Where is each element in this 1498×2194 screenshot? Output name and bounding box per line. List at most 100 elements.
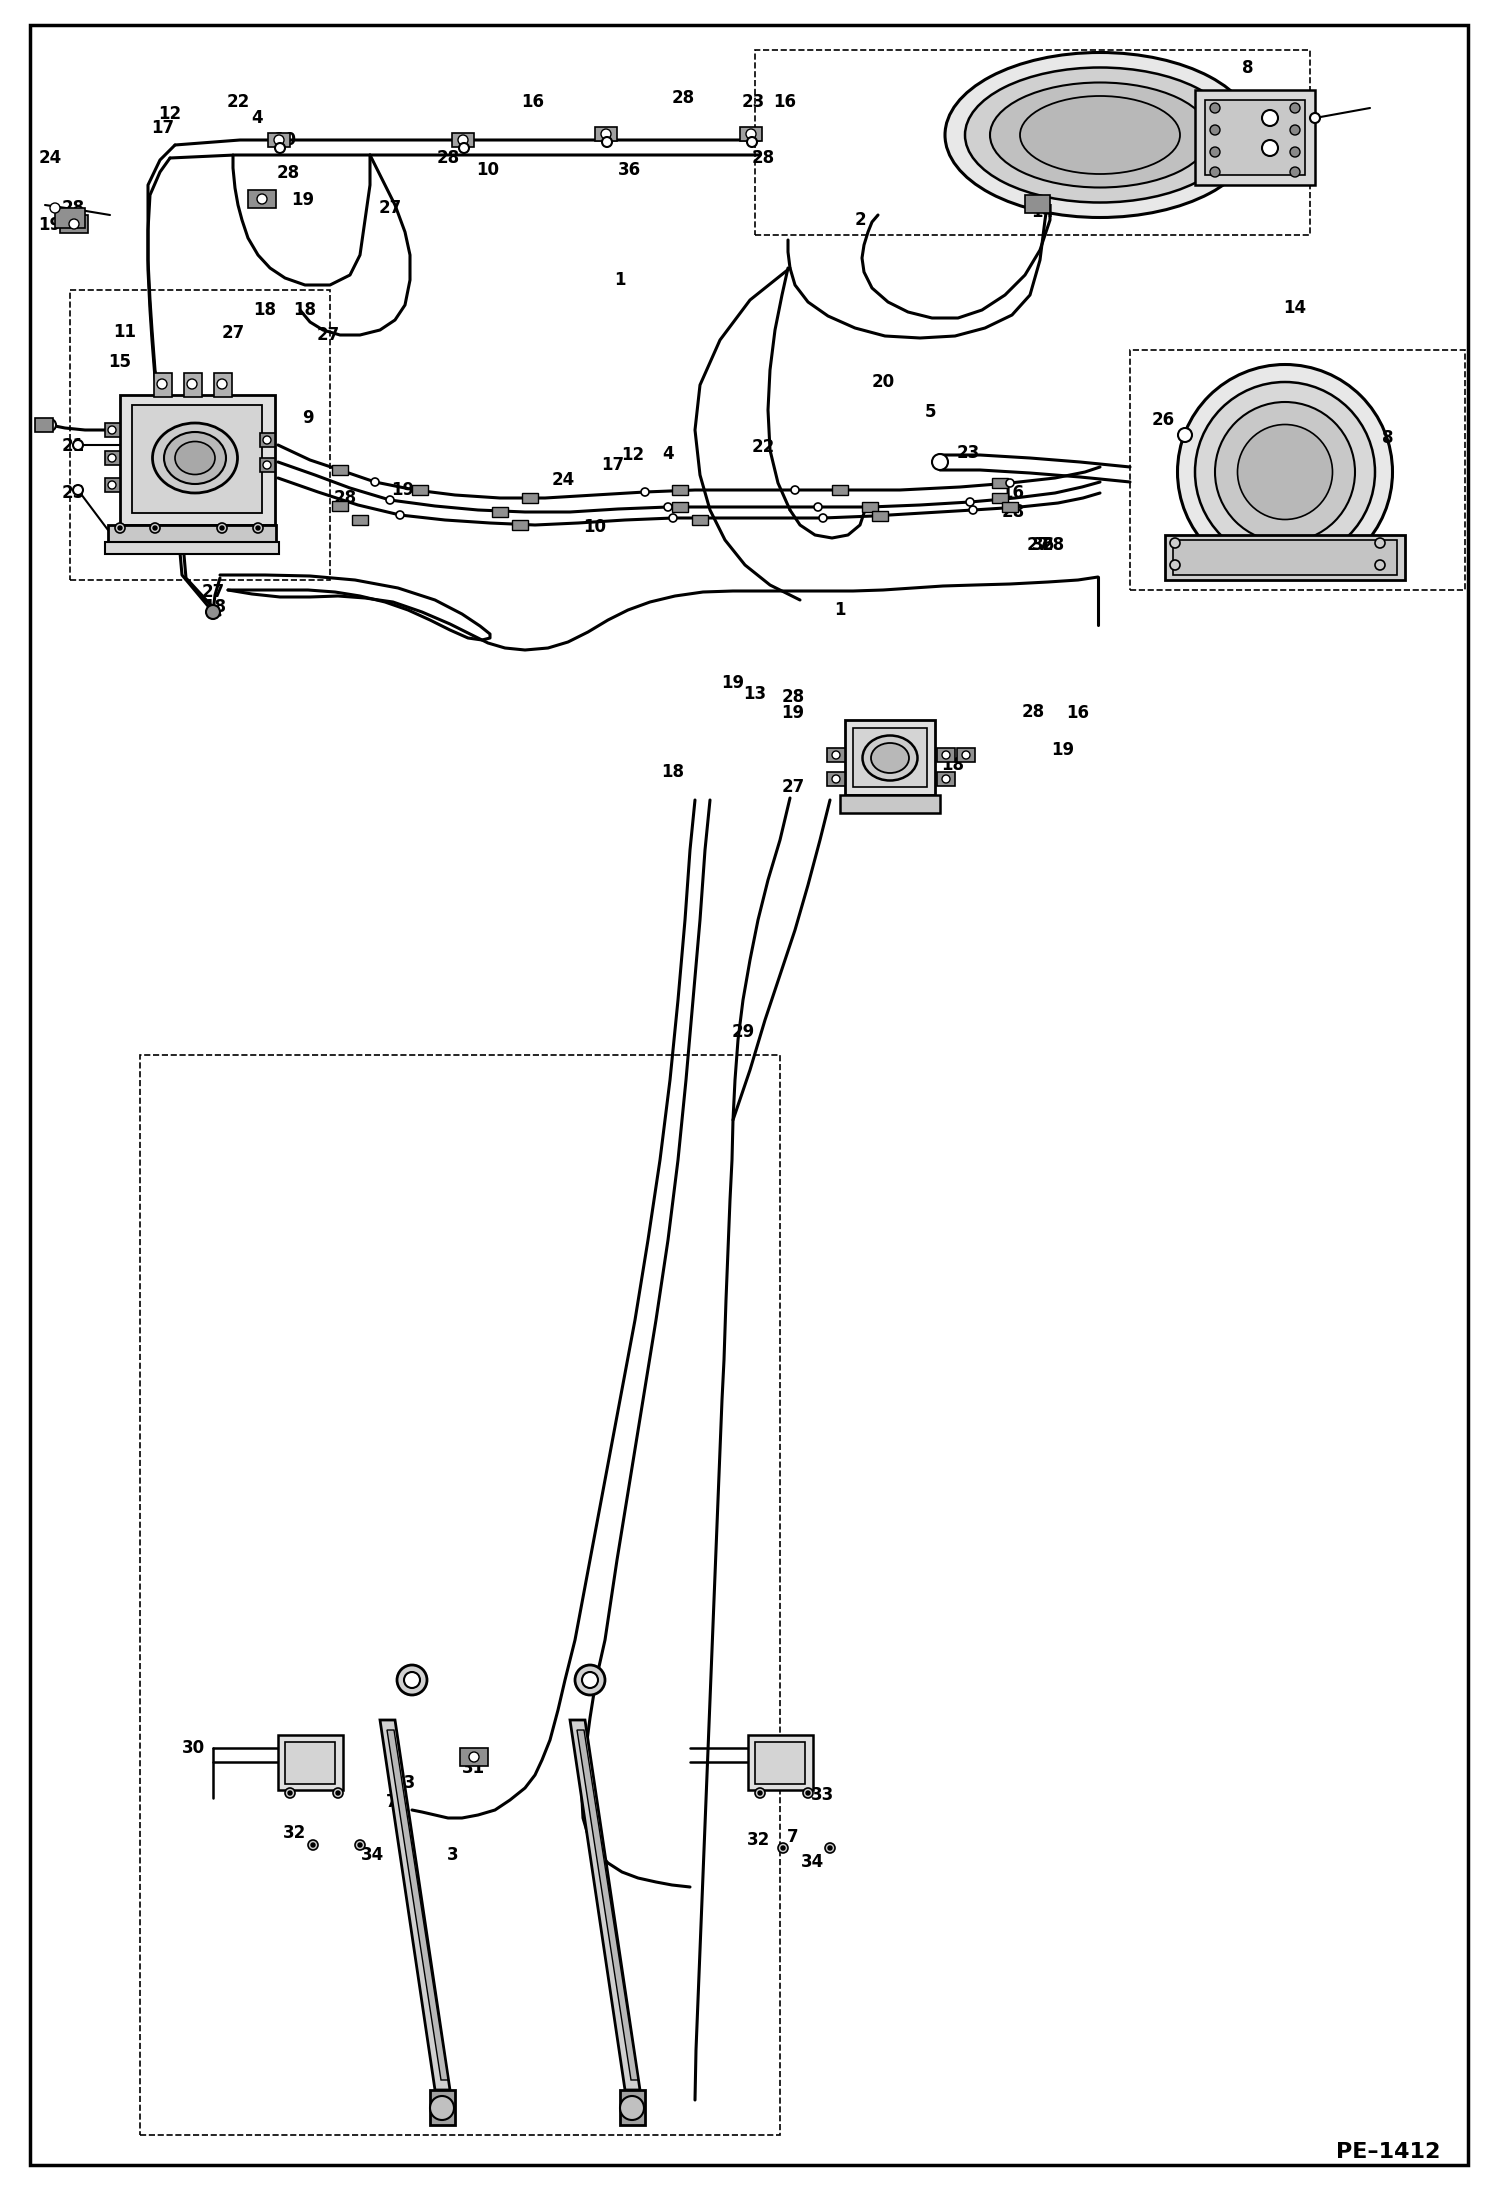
Text: 27: 27 [201,584,225,601]
Bar [412,485,428,496]
Text: 9: 9 [303,408,313,428]
Circle shape [43,419,55,430]
Text: 33: 33 [812,1786,834,1803]
Bar [333,500,348,511]
Ellipse shape [945,53,1255,217]
Circle shape [276,143,285,154]
Text: 18: 18 [942,757,965,774]
Text: 8: 8 [1383,430,1393,448]
Circle shape [108,454,115,463]
Circle shape [157,380,166,388]
Ellipse shape [965,68,1234,202]
Text: 18: 18 [253,301,277,318]
Circle shape [187,380,198,388]
Text: 27: 27 [316,327,340,344]
Circle shape [217,522,228,533]
Bar [184,373,202,397]
Circle shape [397,1665,427,1696]
Circle shape [1028,197,1043,213]
Circle shape [1261,140,1278,156]
Circle shape [746,129,756,138]
Circle shape [355,1841,366,1850]
Bar [957,748,975,761]
Text: 16: 16 [1002,485,1025,502]
Bar [748,1735,813,1790]
Circle shape [115,522,124,533]
Text: 28: 28 [1002,502,1025,520]
Text: 36: 36 [1032,535,1055,555]
Text: 15: 15 [108,353,132,371]
Text: 27: 27 [379,200,401,217]
Text: 24: 24 [551,472,575,489]
Circle shape [217,380,228,388]
Ellipse shape [863,735,917,781]
Circle shape [333,1788,343,1799]
Text: 26: 26 [1152,410,1174,430]
Circle shape [825,1843,834,1854]
Bar [840,794,941,814]
Bar [827,748,845,761]
Bar [827,772,845,785]
Circle shape [755,1788,765,1799]
Circle shape [1290,103,1300,114]
Ellipse shape [1177,364,1393,579]
Bar [491,507,508,518]
Circle shape [150,522,160,533]
Circle shape [285,1788,295,1799]
Circle shape [458,136,467,145]
Text: 34: 34 [801,1854,824,1871]
Ellipse shape [1020,97,1180,173]
Bar [620,2091,646,2126]
Text: 19: 19 [782,704,804,722]
Circle shape [264,461,271,470]
Bar [872,511,888,520]
Circle shape [777,1843,788,1854]
Text: 19: 19 [292,191,315,208]
Circle shape [831,774,840,783]
Text: 25: 25 [61,485,84,502]
Circle shape [942,750,950,759]
Bar [268,134,291,147]
Text: 28: 28 [1041,535,1065,555]
Circle shape [108,480,115,489]
Circle shape [108,426,115,434]
Circle shape [274,136,285,145]
Circle shape [806,1790,810,1795]
Text: 21: 21 [61,437,84,454]
Text: 14: 14 [1032,204,1055,222]
Text: 1: 1 [614,272,626,290]
Bar [139,1055,780,2135]
Text: 29: 29 [731,1022,755,1040]
Circle shape [372,478,379,487]
Circle shape [575,1665,605,1696]
Text: 16: 16 [521,92,544,112]
Bar [430,2091,455,2126]
Bar [55,208,85,228]
Circle shape [73,441,82,450]
Circle shape [1170,559,1180,570]
Circle shape [73,485,82,496]
Bar [108,524,276,546]
Circle shape [288,1790,292,1795]
Text: 19: 19 [39,215,61,235]
Text: 28: 28 [752,149,774,167]
Text: 12: 12 [159,105,181,123]
Bar [845,720,935,794]
Bar [673,502,688,511]
Bar [452,134,473,147]
Text: 23: 23 [956,443,980,463]
Text: 32: 32 [283,1823,307,1843]
Bar [214,373,232,397]
Circle shape [1177,428,1192,441]
Circle shape [220,527,225,531]
Bar [673,485,688,496]
Text: 8: 8 [1242,59,1254,77]
Text: 23: 23 [742,92,764,112]
Bar [249,191,276,208]
Text: 19: 19 [722,674,745,691]
Text: 11: 11 [114,323,136,340]
Text: 24: 24 [39,149,61,167]
Circle shape [1290,167,1300,178]
Circle shape [386,496,394,505]
Ellipse shape [870,744,909,772]
